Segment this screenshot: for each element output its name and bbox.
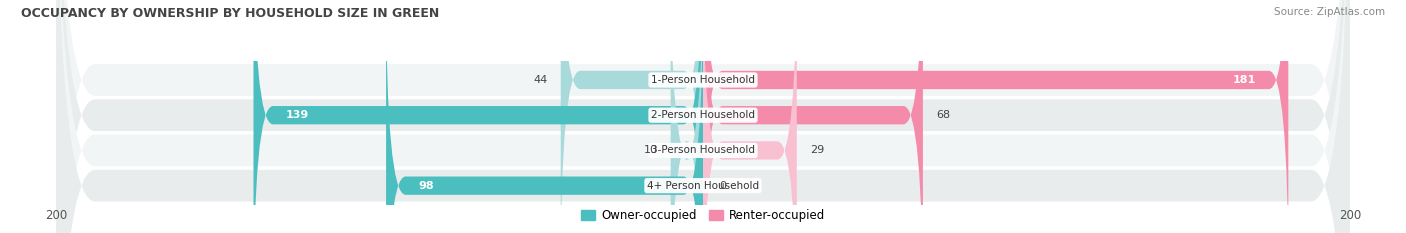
Text: 68: 68 (936, 110, 950, 120)
FancyBboxPatch shape (703, 0, 922, 233)
Text: 181: 181 (1233, 75, 1256, 85)
FancyBboxPatch shape (387, 0, 703, 233)
FancyBboxPatch shape (561, 0, 703, 233)
FancyBboxPatch shape (56, 0, 1350, 233)
Text: 0: 0 (720, 181, 725, 191)
FancyBboxPatch shape (253, 0, 703, 233)
FancyBboxPatch shape (56, 0, 1350, 233)
Text: OCCUPANCY BY OWNERSHIP BY HOUSEHOLD SIZE IN GREEN: OCCUPANCY BY OWNERSHIP BY HOUSEHOLD SIZE… (21, 7, 439, 20)
Text: Source: ZipAtlas.com: Source: ZipAtlas.com (1274, 7, 1385, 17)
Text: 98: 98 (419, 181, 434, 191)
FancyBboxPatch shape (56, 0, 1350, 233)
FancyBboxPatch shape (703, 0, 797, 233)
Text: 10: 10 (644, 145, 658, 155)
Text: 139: 139 (285, 110, 309, 120)
FancyBboxPatch shape (703, 0, 1288, 233)
FancyBboxPatch shape (671, 0, 703, 233)
Text: 3-Person Household: 3-Person Household (651, 145, 755, 155)
Legend: Owner-occupied, Renter-occupied: Owner-occupied, Renter-occupied (576, 205, 830, 227)
Text: 2-Person Household: 2-Person Household (651, 110, 755, 120)
Text: 29: 29 (810, 145, 824, 155)
Text: 44: 44 (533, 75, 548, 85)
FancyBboxPatch shape (56, 0, 1350, 233)
Text: 4+ Person Household: 4+ Person Household (647, 181, 759, 191)
Text: 1-Person Household: 1-Person Household (651, 75, 755, 85)
